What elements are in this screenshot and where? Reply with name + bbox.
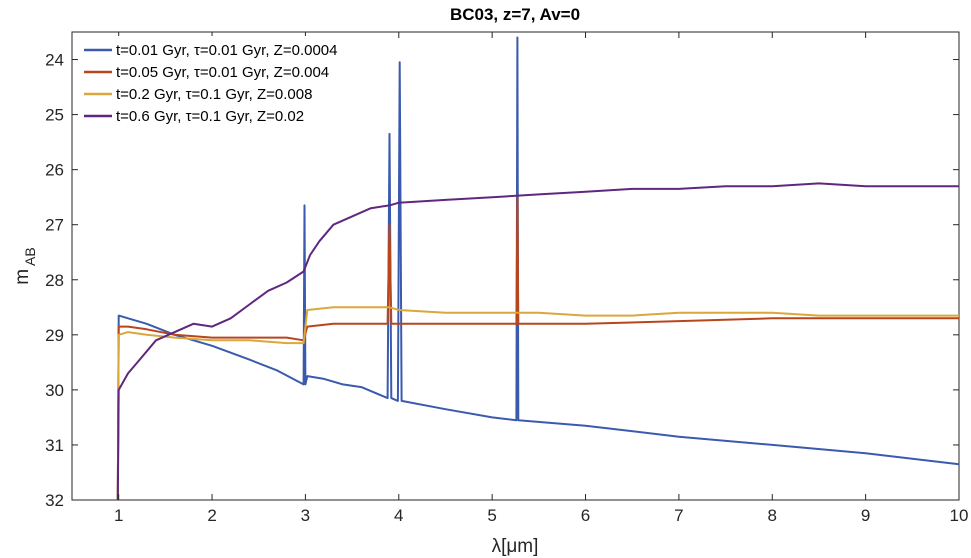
y-axis-label-main: m	[12, 269, 33, 285]
x-tick-label: 4	[394, 506, 403, 525]
y-tick-label: 32	[45, 491, 64, 510]
legend-label-4: t=0.6 Gyr, τ=0.1 Gyr, Z=0.02	[116, 108, 304, 125]
series-line-2	[116, 196, 959, 501]
chart-title: BC03, z=7, Av=0	[450, 5, 580, 24]
y-axis-label: m AB	[12, 247, 38, 285]
y-tick-label: 26	[45, 161, 64, 180]
x-tick-label: 10	[950, 506, 969, 525]
y-tick-label: 24	[45, 51, 64, 70]
x-tick-label: 6	[581, 506, 590, 525]
x-tick-label: 8	[768, 506, 777, 525]
y-tick-label: 25	[45, 106, 64, 125]
x-tick-label: 7	[674, 506, 683, 525]
y-axis-label-subscript: AB	[22, 247, 38, 266]
y-tick-label: 29	[45, 326, 64, 345]
legend-label-2: t=0.05 Gyr, τ=0.01 Gyr, Z=0.004	[116, 64, 329, 81]
y-tick-label: 27	[45, 216, 64, 235]
x-tick-label: 9	[861, 506, 870, 525]
legend-label-3: t=0.2 Gyr, τ=0.1 Gyr, Z=0.008	[116, 86, 312, 103]
x-tick-label: 2	[207, 506, 216, 525]
series-layer	[116, 36, 960, 501]
y-tick-label: 28	[45, 271, 64, 290]
legend-label-1: t=0.01 Gyr, τ=0.01 Gyr, Z=0.0004	[116, 42, 337, 59]
x-tick-label: 3	[301, 506, 310, 525]
y-tick-label: 31	[45, 436, 64, 455]
x-tick-label: 1	[114, 506, 123, 525]
series-line-1	[116, 36, 960, 501]
legend: t=0.01 Gyr, τ=0.01 Gyr, Z=0.0004 t=0.05 G…	[80, 36, 392, 132]
legend-box	[80, 36, 392, 132]
x-tick-label: 5	[487, 506, 496, 525]
svg-text:mAB: m AB	[12, 247, 38, 285]
series-line-3	[116, 306, 959, 501]
x-axis-label: λ[μm]	[492, 536, 539, 557]
series-line-4	[116, 182, 959, 501]
y-tick-label: 30	[45, 381, 64, 400]
